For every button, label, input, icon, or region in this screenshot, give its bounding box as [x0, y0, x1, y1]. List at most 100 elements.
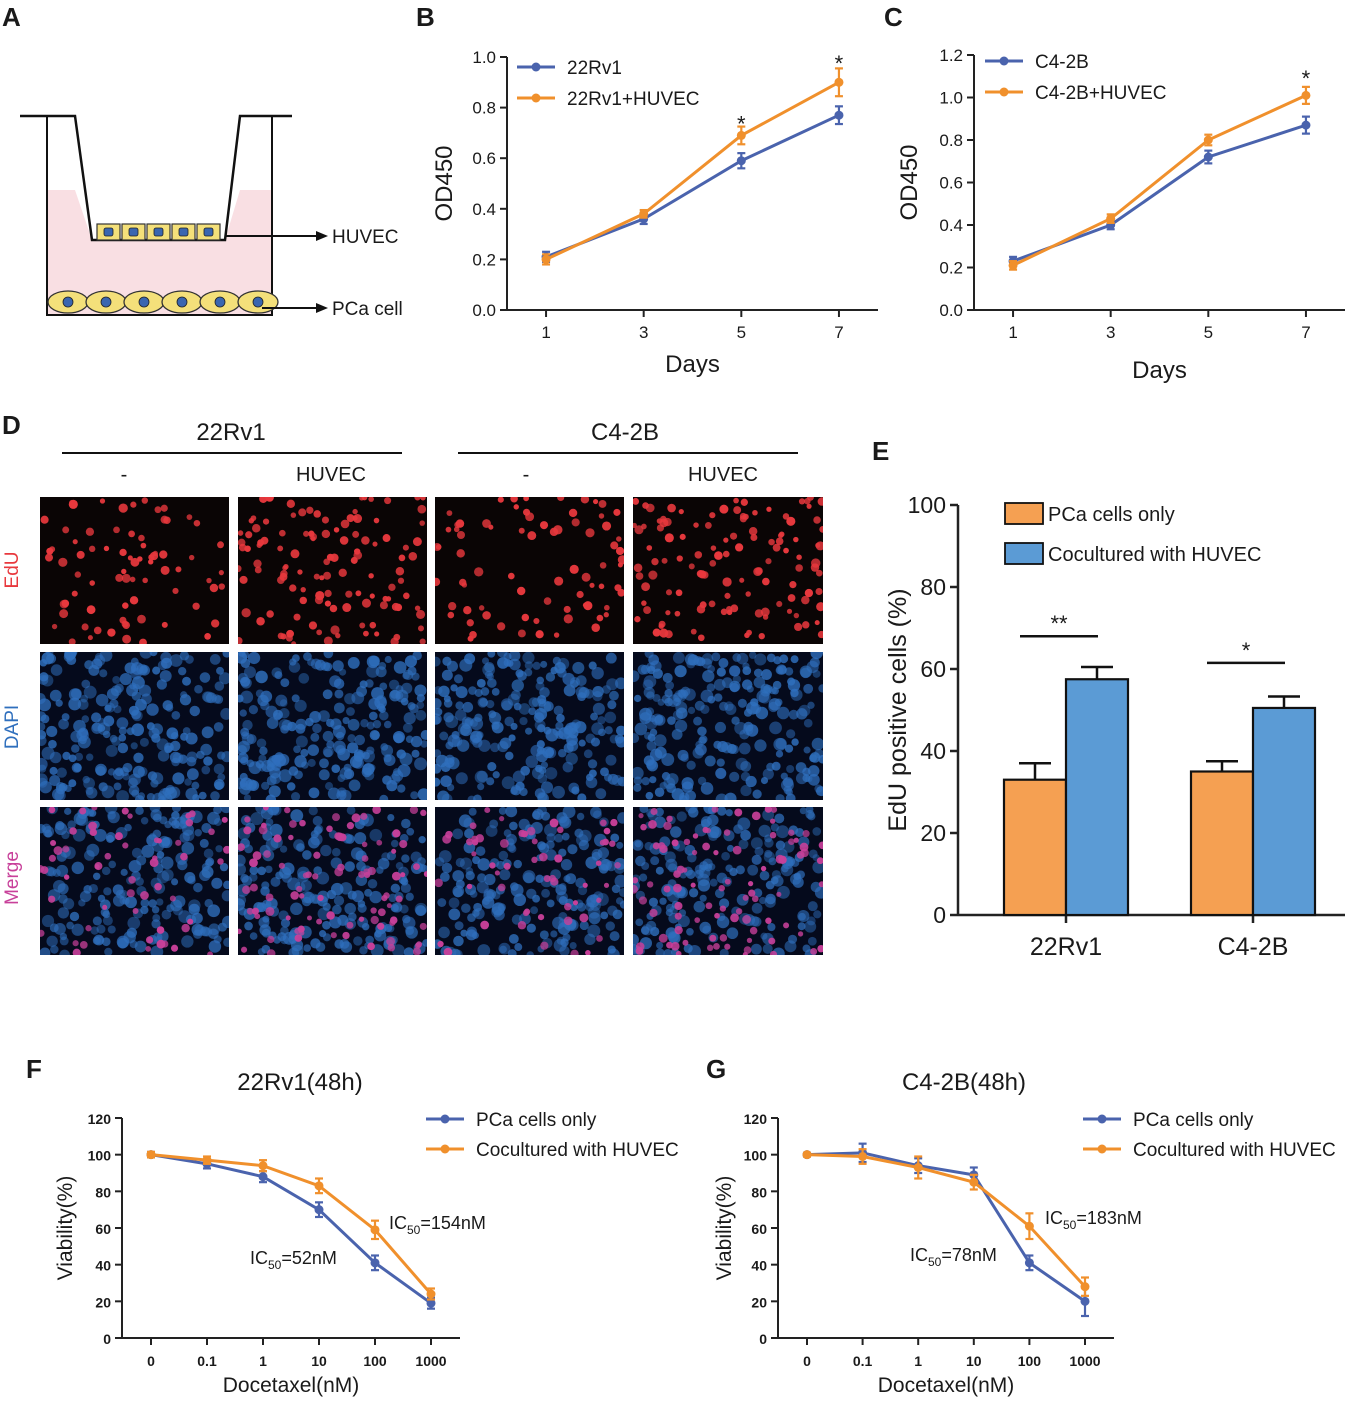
y-tick-label: 1.0	[472, 48, 496, 67]
merge-edu-nucleus	[335, 832, 345, 842]
dapi-nucleus	[165, 703, 174, 712]
dapi-nucleus	[592, 702, 605, 715]
dapi-nucleus	[803, 683, 814, 694]
ic50-subscript: 50	[407, 1223, 421, 1237]
merge-dapi-nucleus	[56, 864, 69, 877]
merge-dapi-nucleus	[221, 890, 229, 902]
dapi-nucleus	[49, 774, 61, 787]
dapi-nucleus	[438, 685, 450, 698]
ic50-prefix: IC	[389, 1213, 407, 1233]
dapi-nucleus	[648, 714, 657, 723]
merge-dapi-nucleus	[461, 903, 471, 914]
edu-nucleus	[543, 597, 552, 605]
merge-edu-nucleus	[273, 834, 282, 843]
series-line	[806, 1153, 1087, 1288]
merge-dapi-nucleus	[71, 861, 85, 875]
edu-nucleus	[755, 567, 763, 575]
x-tick-label: 100	[1018, 1353, 1042, 1369]
dapi-nucleus	[295, 723, 306, 734]
merge-edu-nucleus	[706, 944, 714, 952]
merge-dapi-nucleus	[156, 870, 170, 884]
edu-nucleus	[518, 527, 525, 534]
merge-dapi-nucleus	[633, 934, 639, 946]
merge-edu-nucleus	[399, 839, 408, 849]
edu-nucleus	[130, 557, 140, 567]
edu-nucleus	[793, 536, 799, 543]
dapi-nucleus	[443, 712, 454, 723]
merge-edu-nucleus	[802, 830, 810, 838]
edu-nucleus	[768, 538, 775, 546]
merge-edu-nucleus	[690, 882, 696, 888]
merge-dapi-nucleus	[477, 873, 487, 883]
edu-nucleus	[303, 530, 310, 537]
edu-nucleus	[291, 641, 297, 644]
edu-nucleus	[253, 559, 262, 568]
dapi-nucleus	[109, 699, 119, 709]
dapi-nucleus	[575, 686, 588, 698]
merge-dapi-nucleus	[354, 832, 367, 845]
merge-dapi-nucleus	[686, 927, 694, 936]
dapi-nucleus	[443, 699, 453, 708]
edu-nucleus	[71, 590, 78, 597]
merge-dapi-nucleus	[670, 826, 682, 838]
edu-nucleus	[127, 555, 133, 561]
dapi-nucleus	[679, 795, 688, 800]
merge-dapi-nucleus	[532, 808, 544, 821]
dapi-nucleus	[615, 736, 624, 748]
merge-dapi-nucleus	[86, 843, 100, 857]
merge-dapi-nucleus	[238, 907, 247, 916]
row-label-edu: EdU	[2, 552, 23, 589]
edu-nucleus	[241, 608, 251, 618]
edu-nucleus	[279, 572, 288, 581]
merge-edu-nucleus	[386, 936, 396, 946]
dapi-nucleus	[141, 693, 152, 705]
merge-dapi-nucleus	[369, 890, 382, 904]
well-outline	[46, 116, 273, 316]
data-point	[1080, 1282, 1090, 1292]
merge-dapi-nucleus	[350, 847, 364, 860]
dapi-nucleus	[139, 737, 149, 747]
edu-nucleus	[698, 570, 707, 579]
edu-nucleus	[789, 581, 797, 589]
dapi-nucleus	[754, 653, 767, 666]
dapi-nucleus	[243, 794, 251, 800]
merge-dapi-nucleus	[477, 944, 491, 955]
dapi-nucleus	[439, 731, 449, 741]
dapi-nucleus	[392, 730, 405, 743]
data-point	[258, 1161, 268, 1171]
micrograph-merge-2	[435, 807, 624, 955]
dapi-nucleus	[274, 671, 283, 680]
legend-marker	[440, 1114, 450, 1124]
dapi-nucleus	[772, 680, 782, 690]
dapi-nucleus	[216, 666, 224, 675]
pca-nucleus	[100, 296, 112, 308]
merge-edu-nucleus	[489, 862, 496, 869]
merge-dapi-nucleus	[702, 925, 712, 935]
merge-dapi-nucleus	[498, 807, 507, 815]
dapi-nucleus	[667, 716, 676, 725]
dapi-nucleus	[497, 740, 509, 753]
dapi-nucleus	[761, 669, 772, 681]
merge-dapi-nucleus	[240, 873, 249, 883]
merge-dapi-nucleus	[181, 935, 194, 948]
merge-dapi-nucleus	[611, 884, 621, 894]
merge-dapi-nucleus	[665, 858, 678, 871]
dapi-nucleus	[384, 655, 392, 663]
merge-edu-nucleus	[572, 900, 579, 906]
dapi-nucleus	[255, 670, 268, 684]
ic50-label: IC50=78nM	[910, 1245, 997, 1269]
merge-dapi-nucleus	[398, 875, 408, 885]
x-tick-label: 3	[1106, 323, 1115, 342]
edu-nucleus	[603, 612, 609, 618]
merge-dapi-nucleus	[107, 811, 120, 824]
ic50-value: =183nM	[1076, 1208, 1142, 1228]
series-line	[545, 113, 840, 259]
edu-nucleus	[435, 577, 441, 587]
merge-dapi-nucleus	[726, 927, 739, 940]
dapi-nucleus	[399, 752, 413, 766]
dapi-nucleus	[160, 652, 172, 664]
dapi-nucleus	[335, 731, 345, 741]
merge-edu-nucleus	[381, 895, 388, 902]
dapi-nucleus	[795, 762, 807, 773]
dapi-nucleus	[729, 665, 741, 677]
